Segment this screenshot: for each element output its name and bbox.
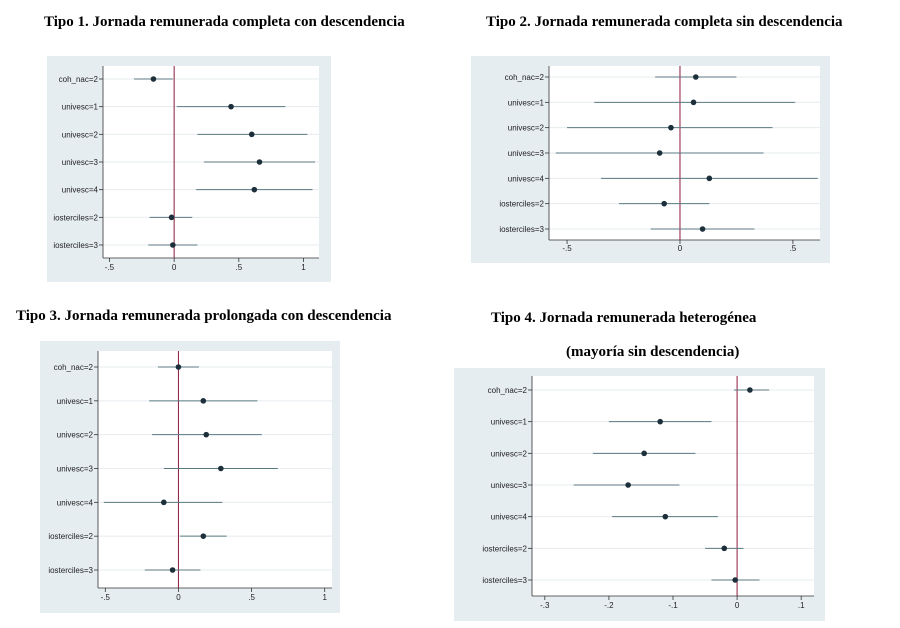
estimate-point xyxy=(170,242,176,248)
category-label: coh_nac=2 xyxy=(488,386,528,395)
category-label: univesc=2 xyxy=(508,124,545,133)
category-label: univesc=3 xyxy=(508,149,545,158)
estimate-point xyxy=(641,450,647,457)
x-tick-label: .1 xyxy=(798,601,805,610)
x-tick-label: -.3 xyxy=(540,601,550,610)
chart-1-title: Tipo 1. Jornada remunerada completa con … xyxy=(44,14,405,30)
estimate-point xyxy=(661,200,667,207)
x-tick-label: 1 xyxy=(301,263,306,272)
category-label: univesc=4 xyxy=(491,513,528,522)
category-label: univesc=3 xyxy=(57,465,94,474)
estimate-point xyxy=(692,74,699,80)
category-label: univesc=1 xyxy=(491,418,528,427)
x-tick-label: -.2 xyxy=(604,601,614,610)
estimate-point xyxy=(228,103,234,110)
estimate-point xyxy=(706,175,713,182)
x-tick-label: .5 xyxy=(790,244,797,253)
chart-2-panel: -.5 0 .5 coh_nac=2 univesc=1 univesc=2 univesc… xyxy=(471,56,830,263)
category-label: iosterciles=2 xyxy=(482,544,527,553)
chart-4-subtitle: (mayoría sin descendencia) xyxy=(566,344,740,360)
chart-2-title: Tipo 2. Jornada remunerada completa sin … xyxy=(486,14,843,30)
estimate-point xyxy=(169,567,176,573)
estimate-point xyxy=(662,513,669,520)
chart-2-plot: -.5 0 .5 coh_nac=2 univesc=1 univesc=2 univesc… xyxy=(499,66,820,253)
category-label: coh_nac=2 xyxy=(505,73,545,82)
chart-1-plot: -.5 0 .5 1 coh_nac=2 univesc=1 univesc=2 unives… xyxy=(53,66,319,272)
estimate-point xyxy=(251,186,258,193)
estimate-point xyxy=(200,533,207,539)
chart-3-panel: -.5 0 .5 1 coh_nac=2 univesc=1 univesc=2 unives… xyxy=(40,341,340,613)
estimate-point xyxy=(200,398,207,404)
estimate-point xyxy=(625,482,631,488)
estimate-point xyxy=(732,577,738,583)
estimate-point xyxy=(721,545,728,552)
x-tick-label: 0 xyxy=(735,601,740,610)
category-label: univesc=3 xyxy=(62,158,99,167)
x-tick-label: 1 xyxy=(322,593,327,602)
estimate-point xyxy=(175,364,182,370)
category-label: univesc=4 xyxy=(508,174,545,183)
chart-4-plot: -.3 -.2 -.1 0 .1 coh_nac=2 univesc=1 univesc=2 u… xyxy=(482,376,814,610)
category-label: univesc=1 xyxy=(62,103,99,112)
estimate-point xyxy=(150,76,157,82)
category-label: univesc=1 xyxy=(508,98,545,107)
category-label: univesc=2 xyxy=(491,449,528,458)
estimate-point xyxy=(218,465,224,472)
category-label: iosterciles=3 xyxy=(499,225,544,234)
estimate-point xyxy=(203,431,210,438)
category-label: iosterciles=2 xyxy=(48,532,93,541)
category-label: iosterciles=3 xyxy=(482,576,527,585)
chart-4-panel: -.3 -.2 -.1 0 .1 coh_nac=2 univesc=1 univesc=2 u… xyxy=(454,368,825,621)
estimate-point xyxy=(656,150,663,156)
category-label: univesc=4 xyxy=(62,186,99,195)
estimate-point xyxy=(699,226,706,232)
category-label: iosterciles=2 xyxy=(499,200,544,209)
estimate-point xyxy=(248,131,255,138)
chart-4-title: Tipo 4. Jornada remunerada heterogénea xyxy=(491,310,757,326)
chart-3-title: Tipo 3. Jornada remunerada prolongada co… xyxy=(16,308,392,324)
estimate-point xyxy=(161,499,167,506)
x-tick-label: -.1 xyxy=(668,601,678,610)
x-tick-label: -.5 xyxy=(101,593,111,602)
x-tick-label: -.5 xyxy=(105,263,115,272)
category-label: univesc=3 xyxy=(491,481,528,490)
estimate-point xyxy=(747,387,753,393)
plot-area xyxy=(98,351,332,588)
category-label: univesc=1 xyxy=(57,397,94,406)
x-tick-label: 0 xyxy=(678,244,683,253)
estimate-point xyxy=(657,418,663,425)
estimate-point xyxy=(668,124,674,131)
estimate-point xyxy=(690,99,697,106)
x-tick-label: .5 xyxy=(248,593,255,602)
category-label: univesc=4 xyxy=(57,498,94,507)
category-label: iosterciles=3 xyxy=(48,566,93,575)
estimate-point xyxy=(168,214,175,221)
category-label: iosterciles=2 xyxy=(53,213,98,222)
estimate-point xyxy=(256,159,263,165)
x-tick-label: 0 xyxy=(172,263,177,272)
category-label: coh_nac=2 xyxy=(54,363,94,372)
category-label: coh_nac=2 xyxy=(59,75,99,84)
plot-area xyxy=(532,376,814,596)
chart-1-panel: -.5 0 .5 1 coh_nac=2 univesc=1 univesc=2 unives… xyxy=(47,56,331,282)
category-label: univesc=2 xyxy=(62,130,99,139)
category-label: univesc=2 xyxy=(57,431,94,440)
category-label: iosterciles=3 xyxy=(53,241,98,250)
x-tick-label: -.5 xyxy=(562,244,572,253)
chart-3-plot: -.5 0 .5 1 coh_nac=2 univesc=1 univesc=2 unives… xyxy=(48,351,332,602)
x-tick-label: 0 xyxy=(176,593,181,602)
x-tick-label: .5 xyxy=(235,263,242,272)
